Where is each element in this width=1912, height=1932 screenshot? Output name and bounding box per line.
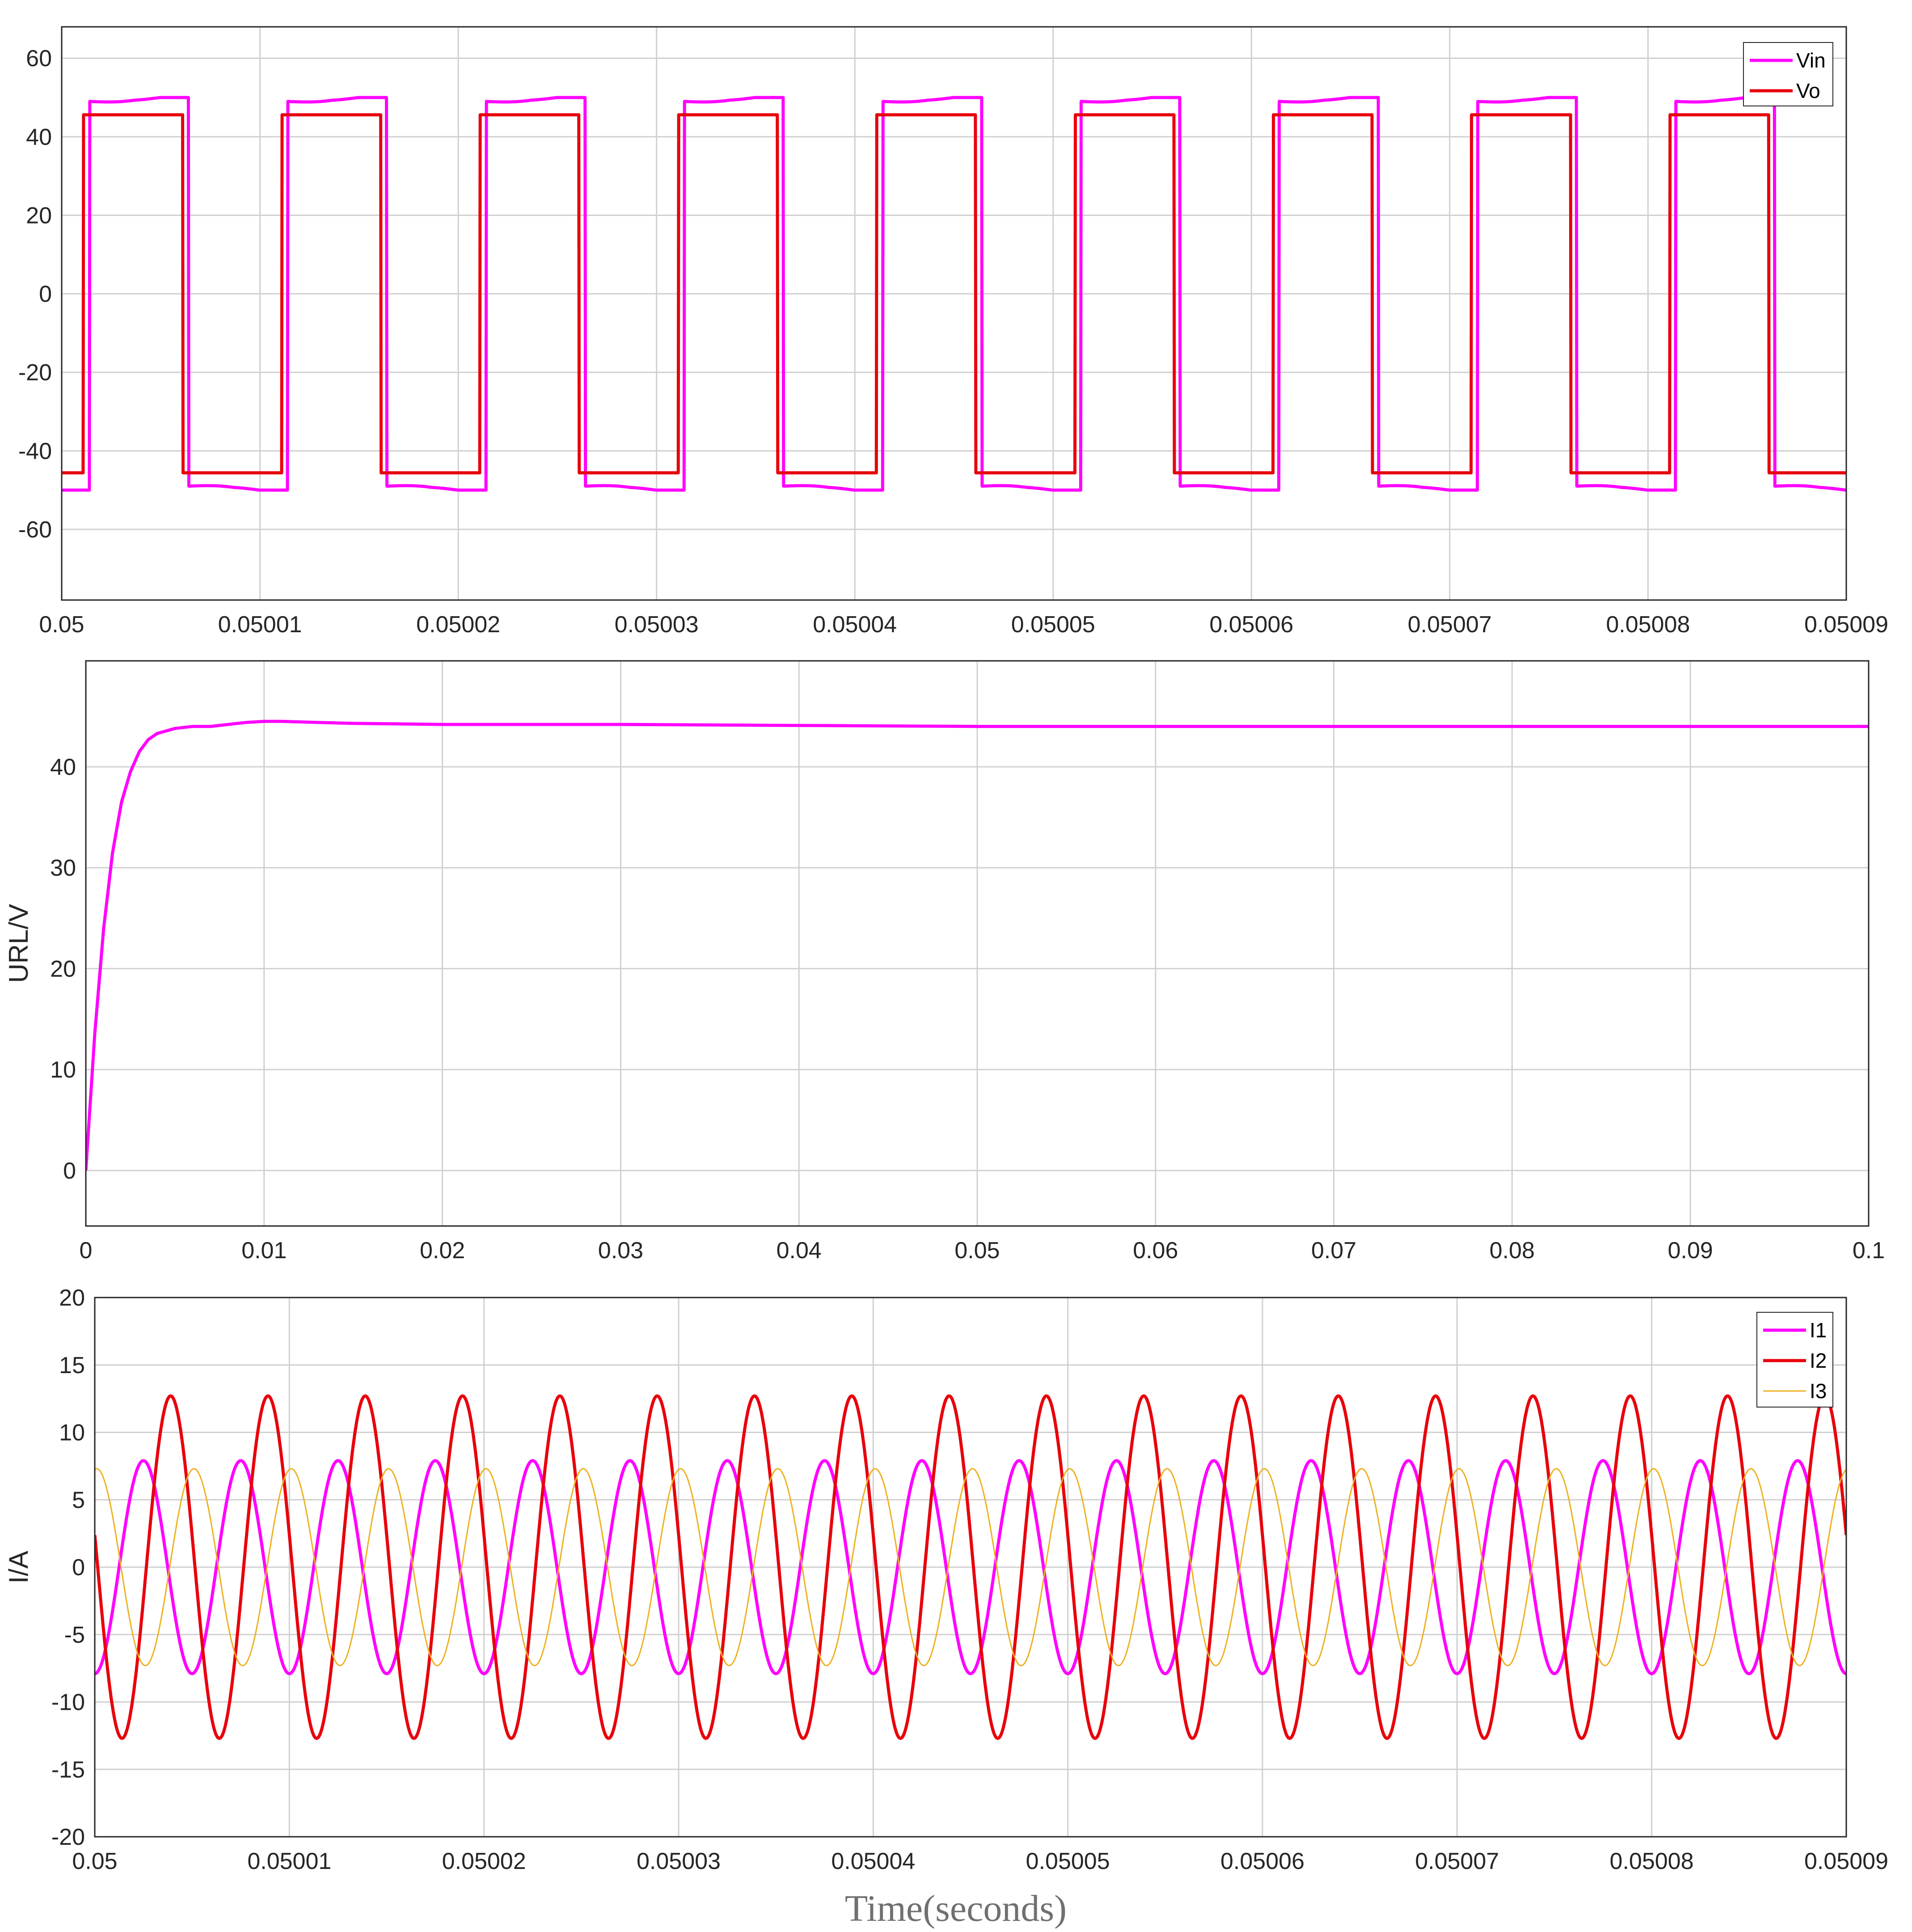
x-tick-label: 0.05 (72, 1848, 117, 1874)
y-tick-label: -20 (51, 1824, 85, 1850)
x-tick-label: 0.05002 (442, 1848, 526, 1874)
y-tick-label: -10 (51, 1690, 85, 1716)
series-line-i3 (95, 1468, 1846, 1666)
y-axis-label: URL/V (4, 904, 34, 983)
voltage-waveform-panel: 0.05 0.05001 0.05002 0.05003 0.05004 0.05005 0… (18, 26, 1888, 638)
x-tick-label: 0.05002 (416, 612, 500, 638)
series-line-url (86, 719, 1869, 1171)
x-tick-label: 0.08 (1490, 1238, 1535, 1264)
x-tick-label: 0.01 (241, 1238, 287, 1264)
x-tick-label: 0.05008 (1610, 1848, 1694, 1874)
x-tick-label: 0.04 (777, 1238, 822, 1264)
axes-box (94, 1297, 1847, 1838)
y-tick-label: 30 (50, 855, 76, 881)
x-tick-label: 0.05004 (813, 612, 897, 638)
x-tick-label: 0.05004 (831, 1848, 915, 1874)
x-tick-label: 0.07 (1311, 1238, 1356, 1264)
y-tick-label: 20 (59, 1285, 85, 1311)
x-tick-label: 0.05 (39, 612, 84, 638)
y-tick-label: -60 (18, 517, 52, 543)
y-tick-label: 40 (26, 124, 52, 150)
legend-label: I2 (1810, 1349, 1827, 1372)
y-tick-label: -15 (51, 1757, 85, 1783)
x-tick-label: 0.05 (954, 1238, 1000, 1264)
y-tick-label: 40 (50, 754, 76, 780)
x-tick-label: 0 (80, 1238, 93, 1264)
series-line-vo (62, 113, 1846, 474)
axes-box (61, 26, 1847, 601)
x-tick-label: 0.05001 (218, 612, 302, 638)
series-group (62, 96, 1846, 492)
x-tick-label: 0.05007 (1408, 612, 1492, 638)
legend: I1 I2 I3 (1756, 1312, 1833, 1408)
x-tick-label: 0.05005 (1011, 612, 1095, 638)
legend-label: Vo (1796, 79, 1820, 102)
y-tick-label: -20 (18, 360, 52, 386)
x-tick-label: 0.05006 (1220, 1848, 1304, 1874)
legend-box (1743, 42, 1833, 106)
y-tick-label: 0 (63, 1158, 76, 1184)
y-axis-label: I/A (4, 1551, 34, 1583)
y-tick-label: 10 (59, 1420, 85, 1446)
y-tick-label: 20 (26, 203, 52, 228)
axes-box (85, 660, 1870, 1227)
y-tick-label: 10 (50, 1057, 76, 1083)
y-tick-label: -5 (64, 1622, 85, 1648)
y-tick-label: 60 (26, 46, 52, 72)
series-group (86, 719, 1869, 1171)
y-tick-label: 0 (72, 1555, 85, 1581)
legend: Vin Vo (1743, 42, 1833, 106)
y-tick-label: 0 (39, 281, 52, 307)
x-tick-label: 0.03 (598, 1238, 643, 1264)
legend-label: I1 (1810, 1319, 1827, 1342)
y-tick-label: 15 (59, 1353, 85, 1378)
y-tick-label: 5 (72, 1487, 85, 1513)
current-waveform-panel: 0.05 0.05001 0.05002 0.05003 0.05004 0.05005 0… (4, 1285, 1888, 1874)
x-tick-label: 0.05001 (247, 1848, 331, 1874)
x-tick-label: 0.05009 (1804, 612, 1888, 638)
x-tick-label: 0.05003 (615, 612, 699, 638)
legend-label: I3 (1810, 1379, 1827, 1403)
x-tick-label: 0.05006 (1209, 612, 1293, 638)
x-tick-label: 0.05005 (1026, 1848, 1110, 1874)
plot-area (62, 27, 1846, 600)
x-tick-label: 0.1 (1853, 1238, 1885, 1264)
series-line-i2 (95, 1394, 1846, 1740)
x-tick-label: 0.05003 (637, 1848, 721, 1874)
x-axis-title: Time(seconds) (845, 1888, 1067, 1929)
url-voltage-panel: 0 0.01 0.02 0.03 0.04 0.05 0.06 0.07 0.08 0.09 0.1… (4, 660, 1885, 1264)
x-tick-label: 0.05007 (1415, 1848, 1499, 1874)
series-group (95, 1394, 1846, 1740)
x-tick-label: 0.05009 (1804, 1848, 1888, 1874)
x-tick-label: 0.02 (420, 1238, 465, 1264)
series-line-i1 (95, 1459, 1846, 1675)
series-line-vin (62, 96, 1846, 492)
x-tick-label: 0.05008 (1606, 612, 1690, 638)
x-tick-label: 0.06 (1133, 1238, 1178, 1264)
legend-label: Vin (1796, 49, 1826, 72)
y-tick-label: -40 (18, 438, 52, 464)
y-tick-label: 20 (50, 956, 76, 982)
x-tick-label: 0.09 (1668, 1238, 1713, 1264)
